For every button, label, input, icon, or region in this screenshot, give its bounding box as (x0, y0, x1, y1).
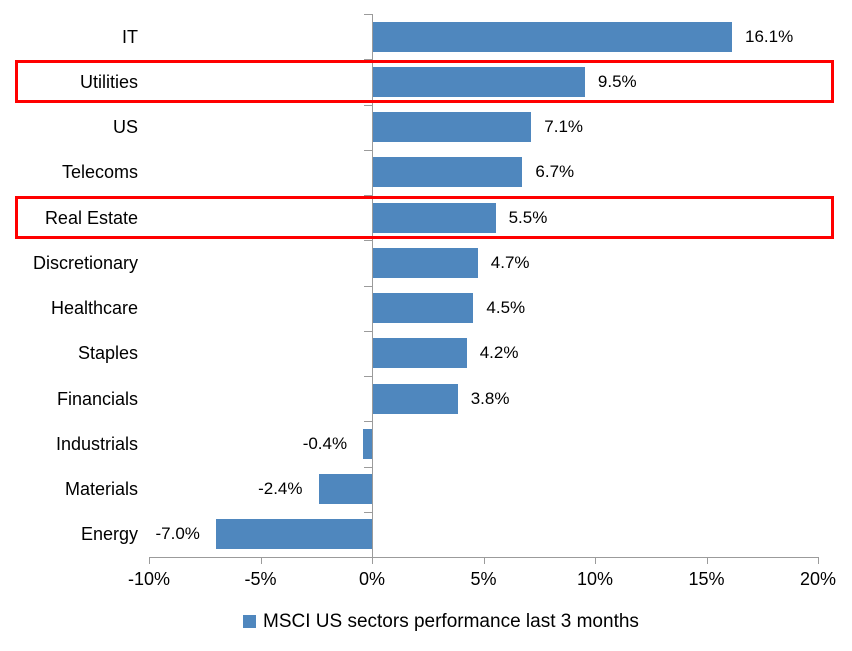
y-axis-tick (364, 511, 372, 513)
value-label: -2.4% (258, 479, 303, 499)
x-axis-tick (260, 557, 262, 564)
category-label: Real Estate (44, 207, 138, 228)
x-axis-tick (149, 557, 150, 564)
value-label: 4.7% (490, 252, 530, 272)
x-tick-label: -10% (127, 569, 171, 589)
value-label: 7.1% (544, 117, 584, 137)
value-label: -7.0% (155, 524, 200, 544)
y-axis-tick (364, 330, 372, 332)
x-axis-tick (818, 557, 819, 564)
category-label: US (112, 117, 138, 138)
x-tick-label: 20% (799, 569, 837, 589)
bar (215, 519, 372, 550)
bar (373, 202, 496, 233)
category-label: Healthcare (50, 298, 138, 319)
value-label: -0.4% (302, 433, 348, 453)
bar (373, 293, 474, 324)
x-axis-tick (372, 557, 373, 564)
bar (373, 247, 478, 278)
x-tick-label: 5% (470, 569, 497, 589)
bar (373, 157, 523, 188)
category-label: Utilities (79, 71, 138, 92)
x-axis-tick (595, 557, 596, 564)
category-label: Discretionary (32, 252, 138, 273)
y-axis-tick (364, 240, 372, 242)
highlight-box (15, 60, 834, 104)
category-label: IT (122, 26, 138, 47)
value-label: 3.8% (470, 388, 510, 408)
x-tick-label: 10% (576, 569, 614, 589)
y-axis-tick (364, 376, 372, 377)
highlight-box (15, 196, 834, 240)
y-axis-tick (364, 14, 372, 15)
legend-marker-icon (243, 615, 256, 628)
y-axis-tick (364, 195, 372, 196)
category-label: Energy (80, 524, 138, 545)
y-axis-tick (364, 421, 372, 423)
category-label: Industrials (55, 433, 138, 454)
y-axis-tick (364, 285, 372, 287)
legend: MSCI US sectors performance last 3 month… (243, 610, 639, 633)
y-axis-line (372, 14, 373, 557)
x-axis-tick (483, 557, 485, 564)
y-axis-tick (364, 149, 372, 151)
bar (318, 474, 372, 505)
x-tick-label: -5% (244, 569, 277, 589)
value-label: 16.1% (745, 26, 794, 46)
x-axis-tick (706, 557, 708, 564)
value-label: 4.5% (486, 298, 526, 318)
y-axis-tick (364, 466, 372, 468)
bar (363, 428, 372, 459)
category-label: Materials (64, 479, 138, 500)
legend-label: MSCI US sectors performance last 3 month… (263, 611, 639, 632)
y-axis-tick (364, 104, 372, 106)
value-label: 9.5% (597, 71, 637, 91)
bar (373, 338, 467, 369)
bar (373, 112, 532, 143)
bar (373, 21, 732, 52)
y-axis-tick (364, 59, 372, 61)
value-label: 5.5% (508, 207, 548, 227)
category-label: Staples (77, 343, 138, 364)
bar (373, 383, 458, 414)
category-label: Financials (56, 388, 138, 409)
category-label: Telecoms (61, 162, 138, 183)
x-tick-label: 0% (358, 569, 385, 589)
x-tick-label: 15% (688, 569, 725, 589)
value-label: 6.7% (535, 162, 575, 182)
value-label: 4.2% (479, 343, 519, 363)
bar (373, 66, 585, 97)
